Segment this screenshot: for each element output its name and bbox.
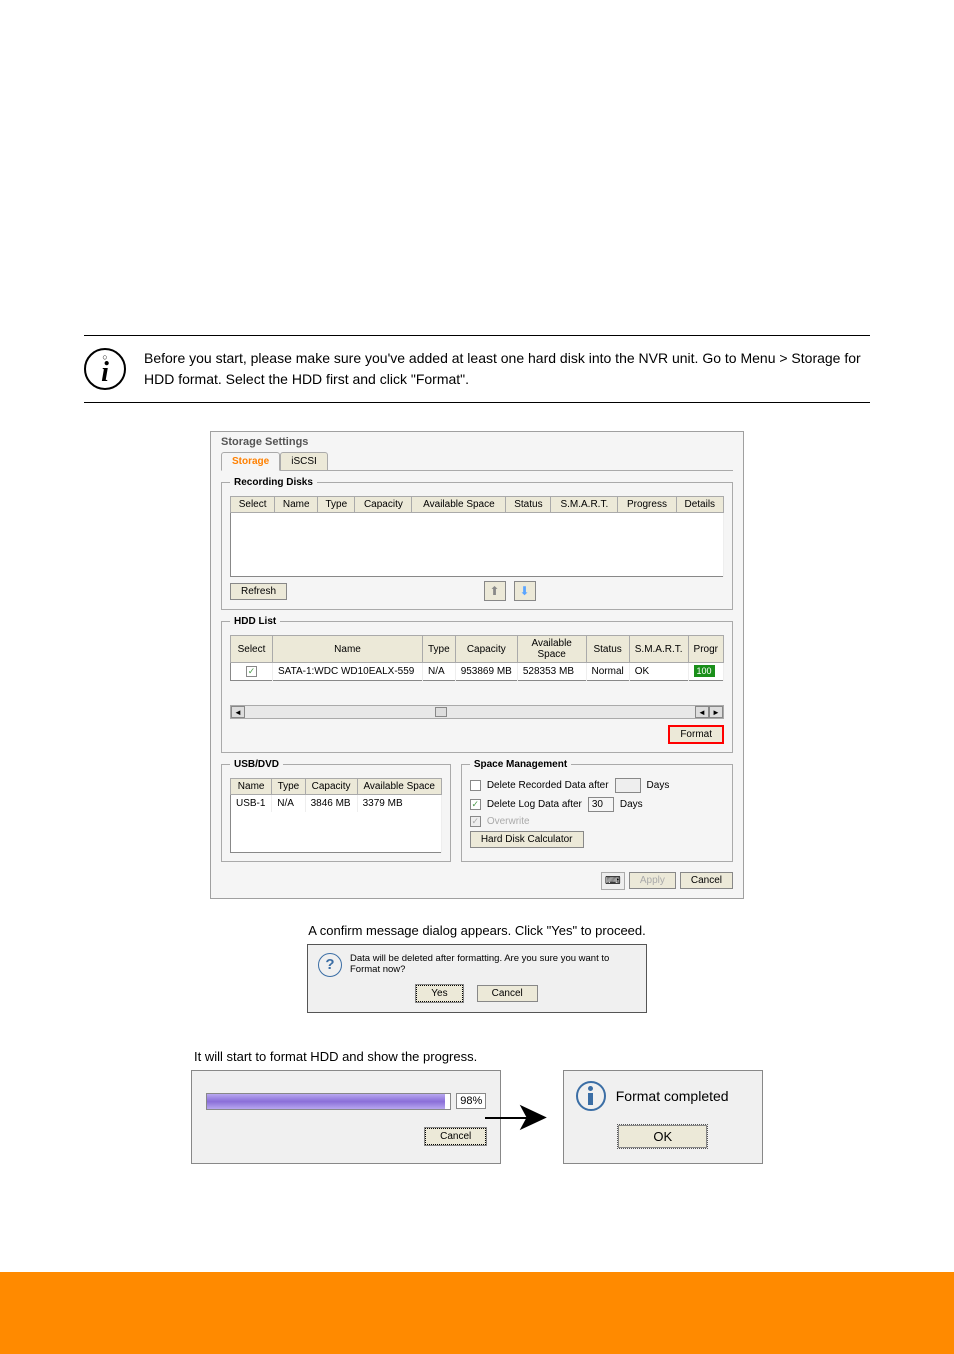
delete-log-label: Delete Log Data after — [487, 799, 582, 810]
cell-progress: 100 — [694, 665, 715, 677]
hdd-list-fieldset: HDD List Select Name Type Capacity Avail… — [221, 616, 733, 753]
progress-percent: 98% — [456, 1093, 486, 1109]
progress-caption: It will start to format HDD and show the… — [84, 1049, 870, 1064]
footer-strip — [0, 1272, 954, 1354]
cancel-button[interactable]: Cancel — [425, 1128, 486, 1145]
scroll-left-icon[interactable]: ◄ — [231, 706, 245, 718]
tab-storage[interactable]: Storage — [221, 452, 280, 471]
days-label: Days — [620, 799, 643, 810]
yes-button[interactable]: Yes — [416, 985, 462, 1002]
col-type[interactable]: Type — [423, 636, 456, 663]
info-icon: ○i — [84, 348, 126, 390]
progress-bar — [206, 1093, 451, 1110]
cell-smart: OK — [629, 663, 688, 681]
confirm-message: Data will be deleted after formatting. A… — [350, 953, 636, 975]
col-name[interactable]: Name — [275, 497, 318, 513]
tab-iscsi[interactable]: iSCSI — [280, 452, 328, 471]
scroll-right-icon[interactable]: ► — [709, 706, 723, 718]
scroll-handle[interactable] — [435, 707, 447, 717]
row-select-checkbox[interactable] — [246, 666, 257, 677]
cell-type: N/A — [423, 663, 456, 681]
delete-recorded-label: Delete Recorded Data after — [487, 780, 609, 791]
table-row[interactable]: SATA-1:WDC WD10EALX-559 N/A 953869 MB 52… — [231, 663, 724, 681]
storage-settings-panel: Storage Settings Storage iSCSI Recording… — [210, 431, 744, 899]
complete-message: Format completed — [616, 1088, 729, 1104]
confirm-caption: A confirm message dialog appears. Click … — [84, 923, 870, 938]
recording-disks-fieldset: Recording Disks Select Name Type Capacit… — [221, 477, 733, 610]
col-capacity[interactable]: Capacity — [305, 779, 357, 795]
col-select[interactable]: Select — [231, 636, 273, 663]
days-label: Days — [647, 780, 670, 791]
col-available[interactable]: Available Space — [357, 779, 441, 795]
arrow-down-icon: ⬇ — [519, 584, 529, 598]
col-name[interactable]: Name — [273, 636, 423, 663]
progress-fill — [207, 1094, 445, 1109]
col-smart[interactable]: S.M.A.R.T. — [629, 636, 688, 663]
col-available[interactable]: Available Space — [412, 497, 506, 513]
cancel-button[interactable]: Cancel — [680, 872, 733, 889]
format-complete-dialog: Format completed OK — [563, 1070, 763, 1164]
col-capacity[interactable]: Capacity — [455, 636, 517, 663]
col-name[interactable]: Name — [231, 779, 272, 795]
usb-dvd-legend: USB/DVD — [230, 759, 283, 770]
col-type[interactable]: Type — [272, 779, 305, 795]
col-progr[interactable]: Progr — [688, 636, 723, 663]
cell-name: SATA-1:WDC WD10EALX-559 — [273, 663, 423, 681]
cell-capacity: 953869 MB — [455, 663, 517, 681]
question-icon: ? — [318, 953, 342, 977]
delete-log-days-input[interactable]: 30 — [588, 797, 614, 812]
cancel-button[interactable]: Cancel — [477, 985, 538, 1002]
cell-capacity: 3846 MB — [305, 795, 357, 813]
arrow-right-icon: ➤ — [515, 1094, 549, 1140]
cell-type: N/A — [272, 795, 305, 813]
refresh-button[interactable]: Refresh — [230, 583, 287, 600]
horizontal-scrollbar[interactable]: ◄ ◄ ► — [230, 705, 724, 719]
format-button[interactable]: Format — [668, 725, 724, 744]
keyboard-icon[interactable]: ⌨ — [601, 872, 625, 890]
table-row: USB-1 N/A 3846 MB 3379 MB — [231, 795, 442, 813]
recording-disks-table: Select Name Type Capacity Available Spac… — [230, 496, 724, 577]
col-status[interactable]: Status — [506, 497, 551, 513]
move-up-button[interactable]: ⬆ — [484, 581, 506, 601]
col-type[interactable]: Type — [318, 497, 355, 513]
note-text: Before you start, please make sure you'v… — [144, 348, 870, 390]
format-progress-dialog: 98% Cancel — [191, 1070, 501, 1164]
col-available[interactable]: Available Space — [517, 636, 586, 663]
usb-dvd-table: Name Type Capacity Available Space USB-1… — [230, 778, 442, 853]
overwrite-checkbox[interactable] — [470, 816, 481, 827]
space-management-legend: Space Management — [470, 759, 571, 770]
cell-available: 528353 MB — [517, 663, 586, 681]
delete-recorded-checkbox[interactable] — [470, 780, 481, 791]
delete-recorded-days-input[interactable] — [615, 778, 641, 793]
col-select[interactable]: Select — [231, 497, 275, 513]
recording-disks-legend: Recording Disks — [230, 477, 317, 488]
col-capacity[interactable]: Capacity — [355, 497, 412, 513]
cell-name: USB-1 — [231, 795, 272, 813]
cell-available: 3379 MB — [357, 795, 441, 813]
hard-disk-calculator-button[interactable]: Hard Disk Calculator — [470, 831, 584, 848]
confirm-dialog: ? Data will be deleted after formatting.… — [307, 944, 647, 1013]
ok-button[interactable]: OK — [618, 1125, 707, 1148]
col-details[interactable]: Details — [676, 497, 723, 513]
col-smart[interactable]: S.M.A.R.T. — [551, 497, 618, 513]
space-management-fieldset: Space Management Delete Recorded Data af… — [461, 759, 733, 862]
cell-status: Normal — [586, 663, 629, 681]
info-icon — [576, 1081, 606, 1111]
usb-dvd-fieldset: USB/DVD Name Type Capacity Available Spa… — [221, 759, 451, 862]
hdd-list-legend: HDD List — [230, 616, 280, 627]
col-status[interactable]: Status — [586, 636, 629, 663]
arrow-up-icon: ⬆ — [489, 584, 499, 598]
col-progress[interactable]: Progress — [618, 497, 676, 513]
overwrite-label: Overwrite — [487, 816, 530, 827]
note-section: ○i Before you start, please make sure yo… — [84, 335, 870, 403]
panel-title: Storage Settings — [221, 436, 733, 448]
hdd-list-table: Select Name Type Capacity Available Spac… — [230, 635, 724, 681]
move-down-button[interactable]: ⬇ — [514, 581, 536, 601]
apply-button[interactable]: Apply — [629, 872, 676, 889]
scroll-left-icon2[interactable]: ◄ — [695, 706, 709, 718]
delete-log-checkbox[interactable] — [470, 799, 481, 810]
